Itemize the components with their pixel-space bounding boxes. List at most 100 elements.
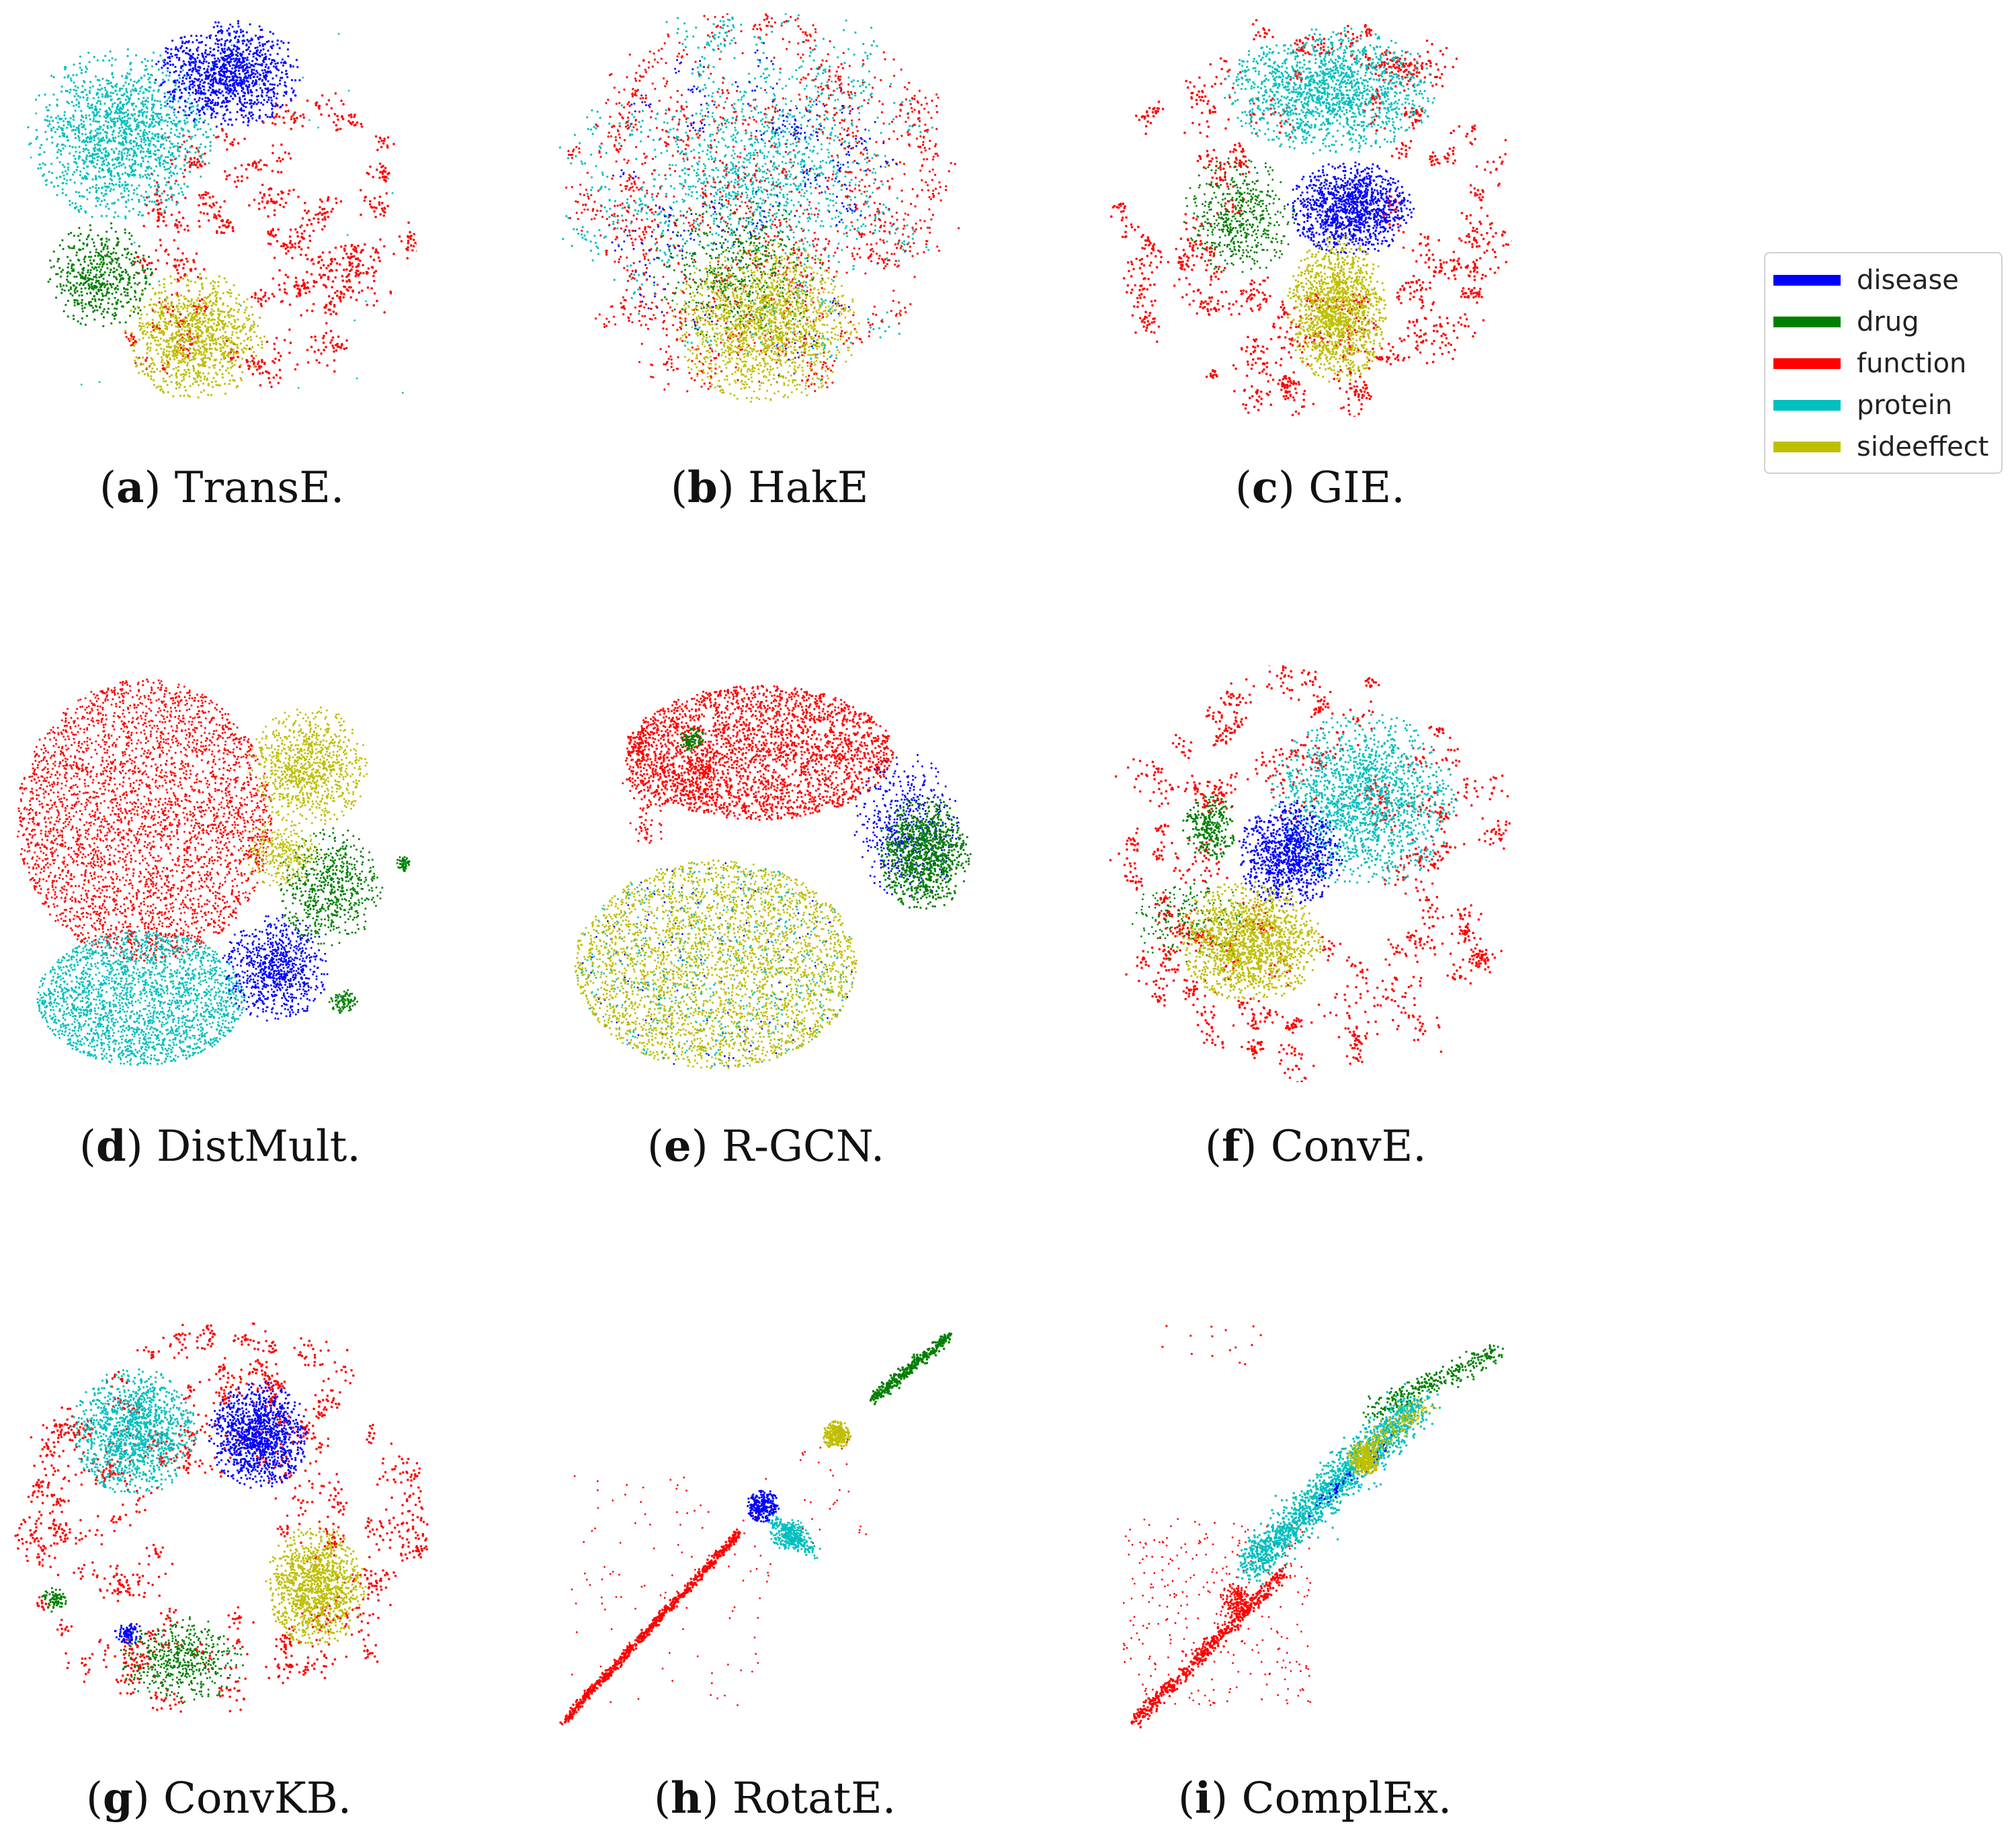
point [308, 235, 311, 237]
point [169, 147, 171, 149]
point [241, 175, 243, 178]
point [182, 60, 185, 63]
point [115, 85, 118, 88]
point [151, 118, 154, 121]
point [130, 309, 132, 312]
point [121, 277, 124, 280]
point [203, 85, 206, 88]
point [126, 114, 129, 116]
point [236, 384, 239, 387]
point [310, 309, 314, 313]
point [80, 119, 83, 122]
point [242, 34, 245, 37]
point [298, 240, 302, 243]
point [124, 140, 127, 143]
point [66, 100, 69, 104]
point [175, 332, 177, 335]
point [284, 274, 288, 276]
point [176, 172, 179, 175]
point [271, 122, 274, 125]
point [110, 91, 112, 94]
point [253, 69, 255, 71]
point [130, 130, 132, 132]
point [409, 237, 413, 241]
point [67, 139, 69, 142]
point [265, 58, 267, 60]
point [237, 83, 240, 86]
point [372, 247, 374, 249]
point [185, 274, 188, 277]
point [268, 194, 271, 197]
point [180, 45, 183, 48]
point [215, 136, 218, 139]
point [364, 196, 368, 198]
point [353, 124, 356, 127]
point [179, 224, 183, 227]
point [203, 339, 206, 342]
point [99, 302, 102, 305]
point [118, 186, 121, 188]
point [215, 93, 218, 96]
point [140, 325, 142, 328]
point [179, 96, 181, 99]
point [233, 364, 236, 366]
point [234, 343, 237, 346]
point [93, 245, 96, 247]
point [103, 102, 106, 105]
point [224, 54, 226, 57]
point [287, 42, 290, 44]
point [157, 90, 160, 93]
point [355, 265, 358, 269]
point [349, 296, 353, 299]
point [196, 101, 198, 104]
point [230, 58, 233, 60]
point [175, 366, 177, 369]
point [135, 356, 138, 359]
point [190, 112, 193, 114]
point [206, 68, 209, 71]
point [75, 74, 78, 77]
point [141, 322, 144, 325]
point [126, 152, 129, 155]
point [78, 227, 81, 229]
point [165, 74, 168, 77]
point [160, 135, 163, 138]
point [139, 90, 142, 93]
point [159, 157, 162, 159]
point [93, 56, 95, 58]
point [66, 179, 69, 181]
point [231, 341, 234, 344]
point [228, 76, 231, 79]
point [183, 358, 186, 360]
point [162, 312, 165, 315]
point [171, 309, 174, 313]
point [189, 62, 192, 65]
point [111, 303, 114, 306]
point [188, 161, 191, 163]
point [280, 171, 283, 173]
point [222, 82, 224, 85]
point [113, 175, 116, 177]
point [225, 54, 228, 57]
point [267, 67, 269, 70]
point [286, 276, 290, 279]
point [102, 248, 105, 251]
point [332, 346, 335, 350]
point [230, 95, 233, 97]
point [152, 323, 155, 326]
point [111, 105, 114, 108]
point [169, 188, 172, 190]
point [164, 132, 167, 134]
point [94, 304, 97, 307]
point [135, 298, 138, 301]
point [255, 95, 258, 98]
point [89, 135, 92, 138]
point [329, 302, 332, 306]
point [160, 144, 163, 147]
point [228, 60, 231, 63]
point [114, 136, 117, 139]
point [112, 86, 114, 89]
point [262, 48, 265, 50]
point [50, 163, 53, 165]
point [374, 270, 378, 273]
